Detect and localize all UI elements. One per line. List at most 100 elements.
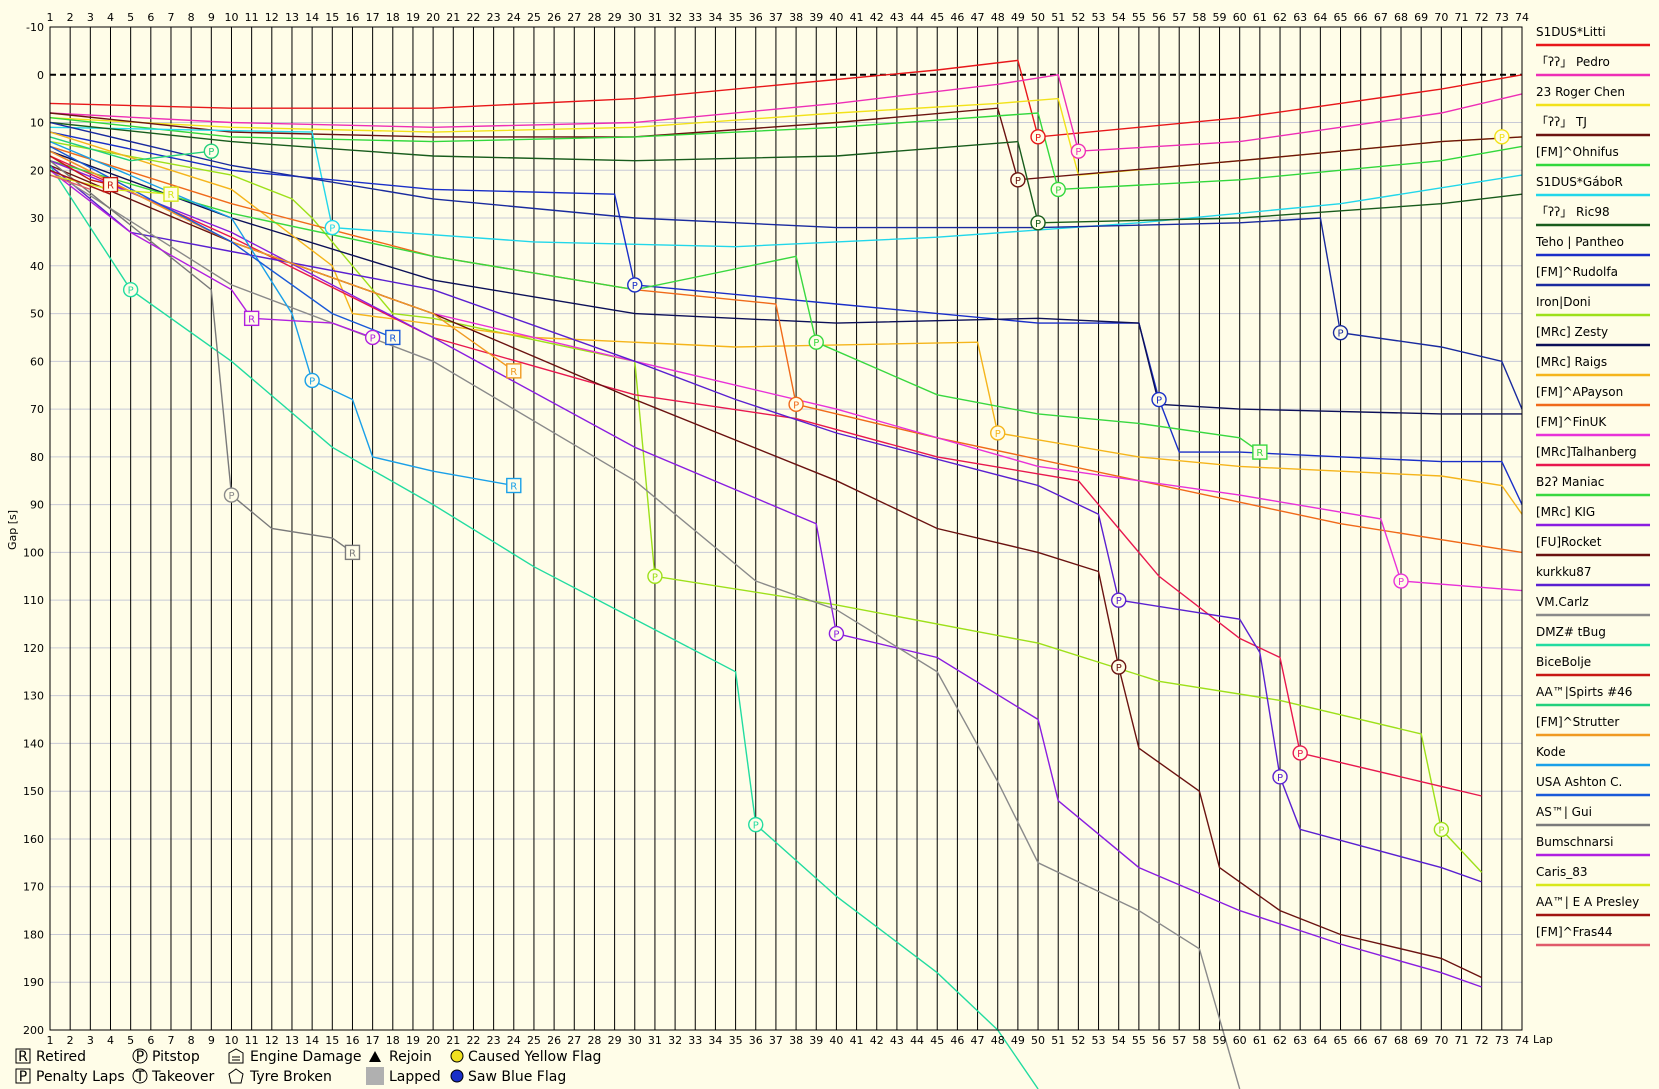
x-tick-label: 44 [910, 1034, 924, 1047]
x-tick-label: 54 [1112, 1034, 1126, 1047]
x-tick-label: 55 [1132, 1034, 1146, 1047]
x-tick-label: 16 [345, 1034, 359, 1047]
x-tick-label-top: 37 [769, 11, 783, 24]
blue-flag-icon [450, 1069, 464, 1083]
x-tick-label-top: 54 [1112, 11, 1126, 24]
x-tick-label: 11 [245, 1034, 259, 1047]
x-tick-label: 38 [789, 1034, 803, 1047]
x-tick-label: 22 [466, 1034, 480, 1047]
x-tick-label-top: 1 [47, 11, 54, 24]
series-line [49, 121, 1523, 410]
penalty-symbol: P [19, 1069, 27, 1085]
x-tick-label: 70 [1434, 1034, 1448, 1047]
x-tick-label: 15 [325, 1034, 339, 1047]
saw-blue-flag-label: Saw Blue Flag [468, 1069, 566, 1085]
x-tick-label-top: 23 [487, 11, 501, 24]
x-tick-label: 60 [1233, 1034, 1247, 1047]
y-tick-label: 140 [23, 737, 44, 750]
x-tick-label: 41 [850, 1034, 864, 1047]
series-line [49, 164, 1482, 883]
x-tick-label-top: 50 [1031, 11, 1045, 24]
marker-layer: P P P P P P P P P P P P P P P P P R P P P P P P P R P R P R R R R P R [102, 129, 1510, 838]
x-tick-label-top: 35 [729, 11, 743, 24]
x-tick-label: 39 [809, 1034, 823, 1047]
marker-symbol: R [510, 367, 517, 378]
legend-entry-label: Kode [1536, 745, 1566, 759]
retired-marker [506, 477, 522, 494]
penalty-laps-icon [15, 1068, 31, 1084]
x-tick-label-top: 67 [1374, 11, 1388, 24]
axis-layer: -100102030405060708090100110120130140150… [23, 11, 1529, 1047]
marker-symbol: P [793, 400, 799, 411]
y-tick-label: 0 [37, 69, 44, 82]
marker-symbol: P [632, 281, 638, 292]
x-tick-label-top: 36 [749, 11, 763, 24]
series-line [49, 131, 1523, 515]
rejoin-icon [369, 1051, 381, 1062]
yellow-flag-icon [450, 1049, 464, 1063]
x-tick-label-top: 39 [809, 11, 823, 24]
footer-item-lapped: Lapped [366, 1067, 441, 1085]
x-tick-label: 25 [527, 1034, 541, 1047]
x-tick-label-top: 40 [829, 11, 843, 24]
footer-item-engine-damage: Engine Damage [228, 1048, 362, 1065]
series-line [49, 150, 515, 372]
x-tick-label-top: 27 [567, 11, 581, 24]
pitstop-marker [990, 425, 1006, 441]
x-tick-label: 31 [648, 1034, 662, 1047]
takeover-label: Takeover [151, 1069, 214, 1085]
x-tick-label: 17 [366, 1034, 380, 1047]
series-layer [49, 59, 1523, 1089]
retired-marker [1252, 444, 1268, 460]
x-tick-label: 23 [487, 1034, 501, 1047]
series-line [49, 121, 1523, 224]
pitstop-marker [1010, 172, 1026, 188]
footer-item-pitstop: P Pitstop [132, 1048, 200, 1065]
y-tick-label: 70 [30, 403, 44, 416]
x-tick-label-top: 38 [789, 11, 803, 24]
marker-symbol: P [753, 821, 759, 832]
x-tick-label: 20 [426, 1034, 440, 1047]
x-tick-label: 53 [1092, 1034, 1106, 1047]
legend-entry-label: 「ʔʔ」 Pedro [1536, 55, 1610, 69]
y-tick-label: 20 [30, 164, 44, 177]
x-tick-label-top: 8 [188, 11, 195, 24]
x-tick-label: 19 [406, 1034, 420, 1047]
x-tick-label-top: 19 [406, 11, 420, 24]
x-tick-label-top: 12 [265, 11, 279, 24]
x-tick-label-top: 9 [208, 11, 215, 24]
pitstop-marker [324, 219, 341, 236]
x-tick-label-top: 33 [688, 11, 702, 24]
x-tick-label-top: 29 [608, 11, 622, 24]
x-tick-label-top: 10 [224, 11, 238, 24]
pitstop-marker [1393, 573, 1409, 589]
x-tick-label: 18 [386, 1034, 400, 1047]
x-tick-label-top: 6 [147, 11, 154, 24]
retired-label: Retired [36, 1049, 86, 1065]
x-tick-label: 51 [1051, 1034, 1065, 1047]
x-tick-label-top: 13 [285, 11, 299, 24]
x-tick-label-top: 28 [587, 11, 601, 24]
footer-legend: R Retired P Penalty Laps P Pitstop T Tak… [15, 1048, 601, 1085]
series-line [49, 169, 373, 339]
pitstop-icon [132, 1048, 148, 1064]
x-tick-label: 26 [547, 1034, 561, 1047]
y-tick-label: 180 [23, 928, 44, 941]
footer-item-retired: R Retired [15, 1048, 86, 1065]
x-tick-label: 64 [1313, 1034, 1327, 1047]
x-tick-label: 29 [608, 1034, 622, 1047]
pitstop-marker [364, 329, 381, 346]
x-tick-label: 47 [971, 1034, 985, 1047]
x-tick-label: 63 [1293, 1034, 1307, 1047]
retired-marker [506, 363, 522, 379]
legend-entry-label: [MRc] KIG [1536, 505, 1595, 519]
y-tick-label: 80 [30, 451, 44, 464]
x-tick-label: 43 [890, 1034, 904, 1047]
series-line [49, 160, 1482, 988]
pitstop-marker [1070, 143, 1087, 159]
legend-entry-label: kurkku87 [1536, 565, 1592, 579]
marker-symbol: R [389, 333, 396, 344]
pitstop-label: Pitstop [152, 1049, 200, 1065]
series-line [49, 136, 212, 162]
